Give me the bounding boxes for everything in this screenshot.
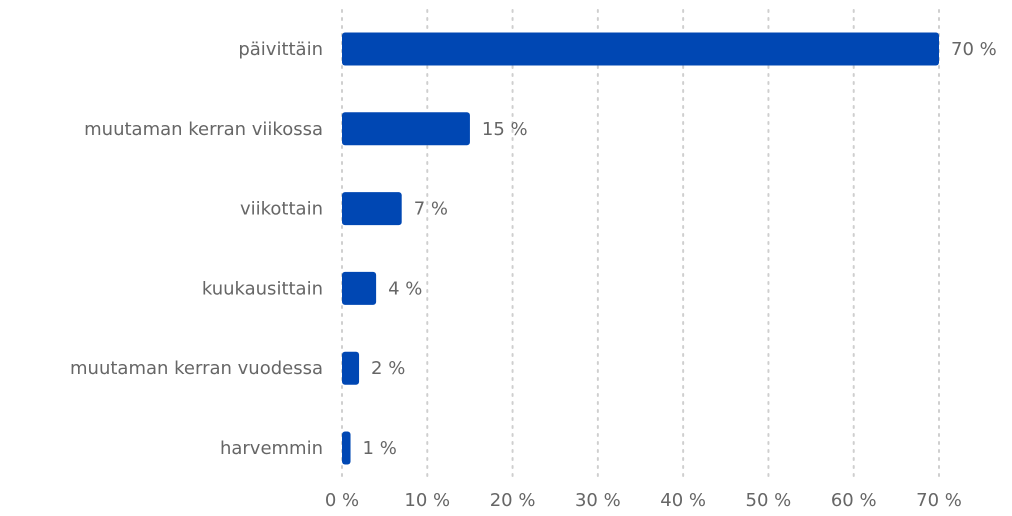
x-tick-label: 60 % [831, 490, 877, 511]
bar [342, 32, 939, 66]
x-tick-label: 20 % [490, 490, 536, 511]
bar [342, 271, 377, 305]
bar [342, 112, 470, 146]
category-label: muutaman kerran viikossa [84, 119, 323, 140]
value-label: 2 % [371, 358, 405, 379]
value-label: 70 % [951, 39, 997, 60]
value-label: 1 % [363, 438, 397, 459]
x-tick-label: 10 % [404, 490, 450, 511]
x-axis-tick-labels: 0 % 10 % 20 % 30 % 40 % 50 % 60 % 70 % [325, 490, 962, 511]
category-labels: päivittäin muutaman kerran viikossa viikot… [70, 39, 323, 459]
category-label: viikottain [240, 199, 323, 220]
value-label: 4 % [388, 278, 422, 299]
x-tick-label: 0 % [325, 490, 359, 511]
value-labels: 70 % 15 % 7 % 4 % 2 % 1 % [363, 39, 997, 459]
value-label: 15 % [482, 119, 528, 140]
category-label: harvemmin [220, 438, 323, 459]
bar [342, 351, 360, 385]
bars [342, 32, 939, 465]
bar [342, 431, 351, 465]
bar [342, 192, 402, 226]
category-label: kuukausittain [202, 278, 323, 299]
value-label: 7 % [414, 199, 448, 220]
x-tick-label: 50 % [746, 490, 792, 511]
category-label: päivittäin [238, 39, 323, 60]
x-tick-label: 70 % [916, 490, 962, 511]
x-tick-label: 30 % [575, 490, 621, 511]
category-label: muutaman kerran vuodessa [70, 358, 323, 379]
x-tick-label: 40 % [660, 490, 706, 511]
grid-lines [341, 9, 940, 481]
